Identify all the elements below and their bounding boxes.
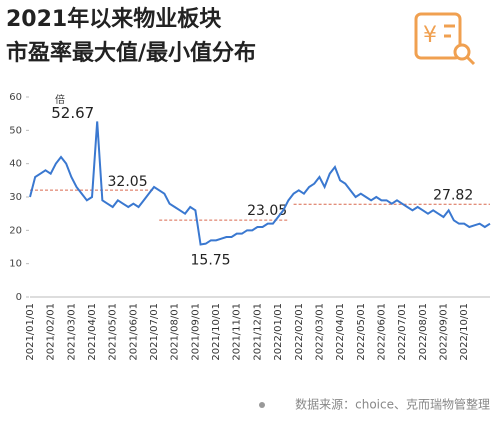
x-tick-label: 2021/02/01 [46, 303, 57, 361]
y-tick-label: 10 [9, 259, 22, 270]
icon: ¥ [414, 12, 476, 66]
x-tick-label: 2022/04/01 [335, 303, 346, 361]
source-dot [259, 402, 265, 408]
x-tick-label: 2022/02/01 [294, 303, 305, 361]
x-tick-label: 2022/06/01 [376, 303, 387, 361]
reference-label: 23.05 [247, 203, 287, 219]
y-tick-label: 50 [9, 125, 22, 136]
x-tick-label: 2021/09/01 [190, 303, 201, 361]
min-label: 15.75 [191, 253, 231, 269]
x-tick-label: 2022/08/01 [418, 303, 429, 361]
x-tick-label: 2021/01/01 [25, 303, 36, 361]
x-tick-label: 2021/12/01 [252, 303, 263, 361]
y-tick-label: 40 [9, 159, 22, 170]
x-tick-label: 2022/07/01 [397, 303, 408, 361]
reference-label: 27.82 [433, 187, 473, 203]
x-tick-label: 2021/06/01 [128, 303, 139, 361]
x-tick-label: 2022/05/01 [356, 303, 367, 361]
x-tick-label: 2022/01/01 [273, 303, 284, 361]
x-tick-label: 2022/09/01 [438, 303, 449, 361]
y-tick-label: 20 [9, 225, 22, 236]
max-label: 52.67 [51, 104, 94, 122]
x-tick-label: 2022/10/01 [459, 303, 470, 361]
x-tick-label: 2021/05/01 [108, 303, 119, 361]
y-tick-label: 0 [16, 292, 22, 303]
x-tick-label: 2021/08/01 [170, 303, 181, 361]
x-tick-label: 2021/10/01 [211, 303, 222, 361]
y-tick-label: 30 [9, 192, 22, 203]
svg-text:¥: ¥ [423, 23, 437, 48]
x-tick-label: 2021/07/01 [149, 303, 160, 361]
reference-label: 32.05 [108, 174, 148, 190]
x-tick-label: 2021/03/01 [66, 303, 77, 361]
chart-title: 2021年以来物业板块 [6, 6, 222, 32]
chart-subtitle: 市盈率最大值/最小值分布 [6, 40, 256, 66]
x-tick-label: 2021/04/01 [87, 303, 98, 361]
source: 数据来源：choice、克而瑞物管整理 [295, 397, 490, 412]
series-line [29, 121, 491, 246]
x-tick-label: 2022/03/01 [314, 303, 325, 361]
x-tick-label: 2021/11/01 [232, 303, 243, 361]
y-tick-label: 60 [9, 92, 22, 103]
unit-label: 倍 [55, 93, 65, 106]
